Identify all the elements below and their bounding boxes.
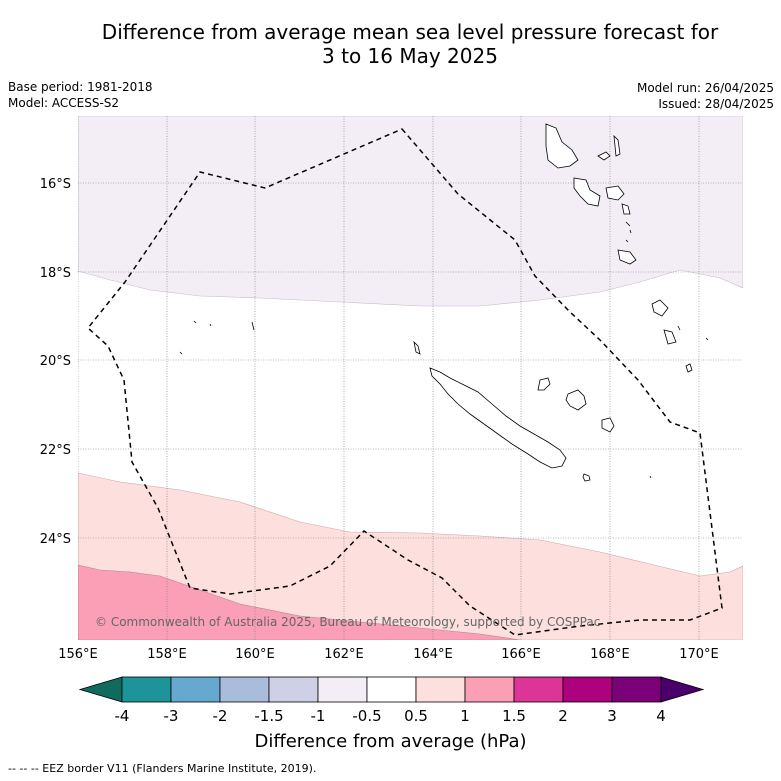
title-line-1: Difference from average mean sea level p…	[101, 20, 719, 44]
colorbar-tick: -0.5	[352, 707, 381, 725]
colorbar-tick: 0.5	[404, 707, 428, 725]
isle-of-pines	[582, 473, 591, 482]
colorbar-extend-high	[660, 676, 705, 703]
negative-anomaly-band	[78, 116, 743, 307]
colorbar-tick: -1	[311, 707, 326, 725]
belep-islands	[413, 340, 421, 355]
colorbar-segment	[366, 676, 417, 703]
lon-label: 168°E	[590, 647, 630, 662]
colorbar-title: Difference from average (hPa)	[254, 731, 527, 752]
lat-label: 24°S	[40, 532, 71, 547]
lat-label: 20°S	[40, 354, 71, 369]
eez-border	[86, 128, 723, 636]
lon-label: 158°E	[147, 647, 187, 662]
pentecost-island	[613, 134, 621, 157]
colorbar-segment	[170, 676, 221, 703]
colorbar-extend-low	[78, 676, 123, 703]
efate-island	[605, 185, 625, 201]
hunter-island	[651, 299, 669, 317]
colorbar-segment	[611, 676, 662, 703]
colorbar-segment	[415, 676, 466, 703]
vanuatu-small-islets	[625, 221, 632, 243]
colorbar-tick: -2	[213, 707, 228, 725]
lat-label: 22°S	[40, 443, 71, 458]
malekula-island	[573, 177, 601, 207]
tanna-island	[617, 249, 637, 265]
lifou-island	[565, 389, 587, 411]
lon-label: 160°E	[235, 647, 275, 662]
erromango-island	[621, 203, 631, 215]
colorbar-segment	[464, 676, 515, 703]
strong-positive-band	[78, 564, 521, 640]
colorbar-tick: 4	[656, 707, 666, 725]
lon-label: 156°E	[58, 647, 98, 662]
colorbar-segment	[562, 676, 613, 703]
new-caledonia-island	[429, 367, 567, 469]
colorbar-tick: 2	[558, 707, 568, 725]
lon-label: 164°E	[413, 647, 453, 662]
title-line-2: 3 to 16 May 2025	[322, 44, 498, 68]
colorbar-segment	[317, 676, 368, 703]
ambae-island	[597, 151, 611, 161]
lon-label: 170°E	[679, 647, 719, 662]
lon-label: 166°E	[501, 647, 541, 662]
lat-label: 16°S	[40, 177, 71, 192]
matthew-island	[663, 329, 677, 345]
espiritu-santo-island	[545, 123, 579, 169]
colorbar-tick: -3	[164, 707, 179, 725]
colorbar	[78, 676, 705, 703]
gridlines	[78, 116, 743, 640]
base-period: Base period: 1981-2018	[8, 80, 153, 94]
map-area	[78, 116, 743, 640]
colorbar-tick: -1.5	[254, 707, 283, 725]
mare-island	[601, 417, 615, 433]
colorbar-segment	[268, 676, 319, 703]
colorbar-tick: 1.5	[502, 707, 526, 725]
colorbar-segment	[121, 676, 172, 703]
model-run: Model run: 26/04/2025	[636, 81, 774, 95]
lat-label: 18°S	[40, 266, 71, 281]
issued-date: Issued: 28/04/2025	[658, 97, 774, 111]
positive-anomaly-band	[78, 472, 743, 640]
colorbar-segment	[513, 676, 564, 703]
chesterfield-islets	[179, 320, 255, 355]
lon-label: 162°E	[324, 647, 364, 662]
remote-islets	[649, 325, 709, 479]
colorbar-tick: 3	[607, 707, 617, 725]
model-name: Model: ACCESS-S2	[8, 96, 120, 110]
colorbar-segment	[219, 676, 270, 703]
copyright-text: © Commonwealth of Australia 2025, Bureau…	[95, 615, 600, 629]
ouvea-island	[537, 377, 551, 391]
colorbar-tick: -4	[115, 707, 130, 725]
eez-legend-text: -- -- -- EEZ border V11 (Flanders Marine…	[8, 762, 317, 775]
colorbar-tick: 1	[460, 707, 470, 725]
